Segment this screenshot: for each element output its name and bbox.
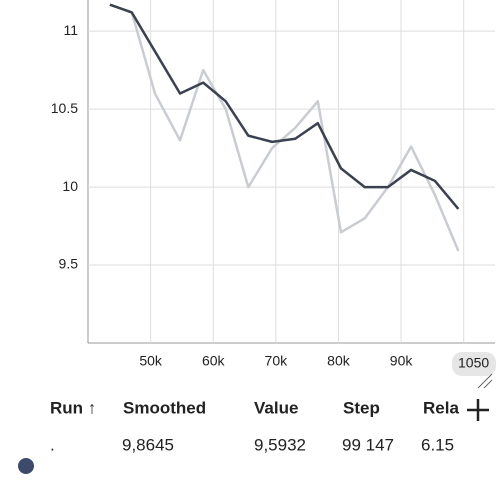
cell: . [50, 435, 55, 454]
y-tick-label: 11 [63, 22, 78, 38]
col-header[interactable]: Run ↑ [50, 398, 96, 417]
x-tick-label: 90k [390, 353, 414, 369]
cell: 99 147 [342, 435, 394, 454]
cell: 6.15 [421, 435, 454, 454]
y-tick-label: 10.5 [51, 100, 78, 116]
resize-handle [477, 373, 493, 389]
hover-badge [452, 352, 496, 376]
hover-label: 1050 [458, 355, 489, 371]
series-line [109, 3, 460, 252]
col-header[interactable]: Step [343, 398, 380, 417]
x-tick-label: 80k [327, 353, 351, 369]
run-color[interactable] [18, 458, 34, 474]
cell: 9,5932 [254, 435, 306, 454]
x-tick-label: 60k [202, 353, 226, 369]
x-tick-label: 70k [265, 353, 289, 369]
col-header[interactable]: Rela [423, 398, 459, 417]
series-line [109, 3, 460, 210]
y-tick-label: 9.5 [59, 256, 79, 272]
cell: 9,8645 [122, 435, 174, 454]
x-tick-label: 50k [139, 353, 163, 369]
y-tick-label: 10 [62, 178, 78, 194]
resize-handle [483, 379, 493, 389]
add-column-button[interactable] [464, 396, 492, 424]
col-header[interactable]: Smoothed [123, 398, 206, 417]
col-header[interactable]: Value [254, 398, 298, 417]
